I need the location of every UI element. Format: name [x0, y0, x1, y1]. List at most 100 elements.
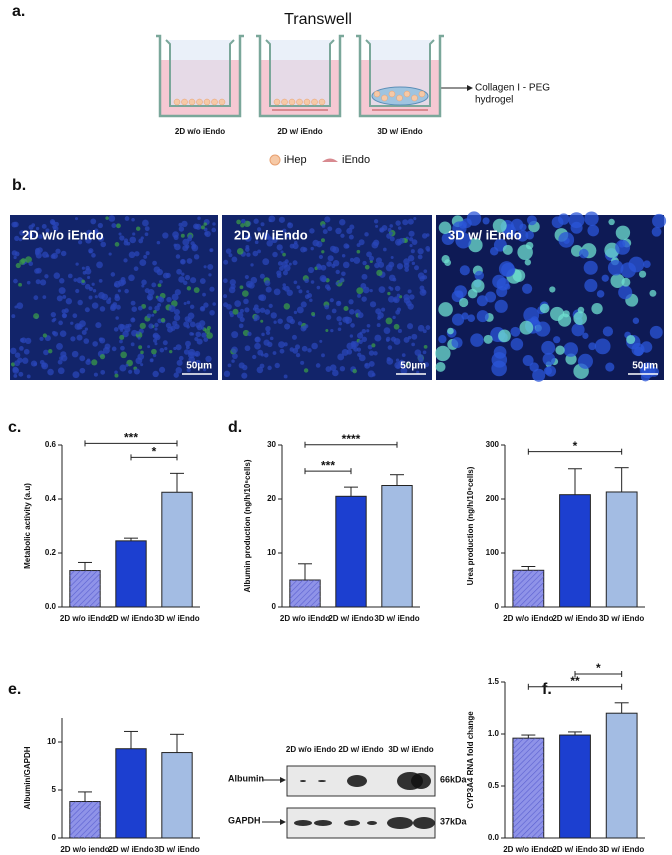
cell [140, 236, 144, 240]
ihep [211, 98, 218, 106]
cell [438, 221, 452, 235]
cell [43, 349, 49, 356]
cell [549, 286, 556, 293]
cell [512, 269, 526, 282]
cell [183, 349, 190, 355]
cell [641, 364, 652, 375]
cell [35, 226, 40, 231]
cell [256, 227, 262, 232]
cell [252, 354, 257, 360]
bar-hatch [512, 570, 544, 607]
cell [19, 346, 24, 351]
cell [240, 218, 246, 224]
cell [91, 253, 96, 258]
cell [10, 347, 17, 355]
cell [492, 218, 507, 233]
cell [25, 337, 32, 345]
cell [324, 216, 331, 223]
blot-band [314, 820, 332, 826]
cell [435, 361, 446, 372]
y-tick-label: 200 [486, 494, 500, 503]
cell [62, 313, 67, 318]
cell [174, 289, 181, 296]
cell [178, 276, 185, 283]
cell [485, 291, 497, 303]
cell [14, 235, 20, 241]
cell [325, 328, 329, 333]
cell [510, 337, 524, 351]
bar-hatch [512, 738, 544, 838]
ihep [173, 98, 181, 106]
cell [474, 270, 484, 281]
well [256, 34, 344, 118]
cell [326, 261, 332, 267]
y-tick-label: 30 [267, 440, 276, 449]
cell [466, 211, 482, 226]
cell [408, 237, 414, 242]
blot-band [387, 817, 413, 829]
ihep [188, 98, 196, 106]
x-tick-label: 2D w/o iEndo [503, 845, 553, 854]
cell [254, 240, 259, 245]
cell [111, 223, 117, 229]
cell [519, 320, 534, 335]
cell [618, 285, 633, 300]
cell [184, 274, 191, 281]
cell [181, 220, 188, 228]
blot-band [318, 780, 326, 782]
cell [159, 347, 165, 353]
cell [353, 256, 361, 264]
cell [367, 344, 373, 350]
cell [403, 337, 410, 343]
cell [260, 222, 265, 227]
cell [120, 328, 124, 332]
cell [329, 298, 334, 303]
cell [165, 272, 171, 278]
ihep [273, 98, 281, 106]
cell [283, 303, 291, 310]
cell [608, 218, 615, 226]
cell [91, 359, 98, 366]
cell [455, 232, 472, 249]
cell [16, 302, 24, 310]
lane-label: 3D w/ iEndo [388, 745, 433, 754]
cell [209, 286, 215, 292]
cell [206, 332, 213, 339]
cell [131, 317, 135, 321]
cell [53, 272, 61, 279]
cell [282, 286, 286, 290]
cell [395, 220, 401, 226]
cell [451, 337, 463, 349]
cell [26, 280, 31, 285]
cell [340, 233, 345, 238]
cell [75, 262, 79, 266]
cell [203, 337, 209, 342]
blot-row: GAPDH [228, 815, 261, 825]
cell [91, 282, 95, 286]
cell [162, 232, 169, 239]
x-tick-label: 3D w/ iEndo [374, 614, 419, 623]
cell [19, 337, 25, 343]
cell [209, 248, 214, 253]
x-tick-label: 2D w/o iEndo [60, 614, 110, 623]
cell [352, 368, 357, 374]
cell [60, 250, 67, 257]
cell [368, 350, 375, 356]
cell [137, 305, 143, 311]
cell [58, 320, 63, 326]
cell [14, 305, 18, 309]
cell [410, 249, 415, 254]
cell [124, 216, 130, 221]
cell [97, 235, 105, 242]
cell [72, 313, 78, 319]
cell [87, 275, 91, 279]
cell [411, 342, 416, 347]
cell [261, 332, 265, 337]
cell [394, 285, 401, 292]
cell [141, 284, 145, 288]
cell [318, 254, 324, 260]
cell [337, 327, 342, 332]
x-tick-label: 2D w/ iEndo [108, 845, 153, 854]
cell [244, 247, 250, 252]
cell [476, 310, 489, 323]
